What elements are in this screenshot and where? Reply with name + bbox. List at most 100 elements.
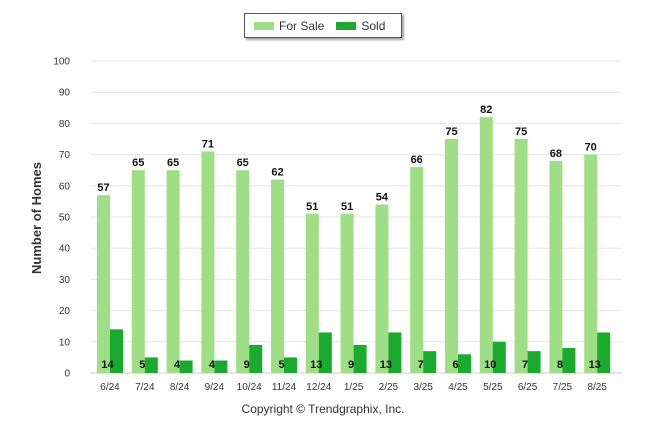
- sold-value-label: 13: [310, 359, 322, 371]
- y-tick-label: 100: [53, 57, 70, 68]
- sold-value-label: 13: [589, 359, 601, 371]
- sold-value-label: 5: [139, 359, 145, 371]
- x-tick-label: 1/25: [344, 382, 364, 393]
- x-tick-label: 10/24: [237, 382, 262, 393]
- bars: [97, 117, 611, 373]
- x-tick-label: 5/25: [483, 382, 503, 393]
- for-sale-bar: [131, 170, 145, 373]
- sold-value-label: 4: [174, 359, 181, 371]
- for-sale-bar: [166, 170, 180, 373]
- sold-bar: [284, 357, 297, 373]
- for-sale-value-label: 62: [271, 167, 283, 179]
- sold-bar: [423, 351, 437, 373]
- x-tick-label: 6/24: [100, 382, 120, 393]
- sold-bar: [458, 354, 471, 373]
- data-labels: 57 14 65 5 65 4 71 4 65 9 62 5 51 13 51 9 54 13 66 7 75 6 82 10…: [97, 104, 600, 371]
- x-tick-label: 6/25: [518, 382, 538, 393]
- sold-bar: [179, 360, 193, 373]
- sold-bar: [144, 357, 158, 373]
- x-tick-label: 7/24: [135, 382, 155, 393]
- for-sale-bar: [201, 151, 215, 373]
- sold-bar: [318, 332, 332, 373]
- for-sale-bar: [514, 139, 528, 373]
- y-tick-label: 0: [64, 369, 70, 380]
- x-tick-label: 8/25: [587, 382, 607, 393]
- sold-bar: [388, 332, 402, 373]
- for-sale-bar: [375, 204, 389, 373]
- for-sale-bar: [479, 117, 493, 373]
- sold-value-label: 14: [101, 359, 114, 371]
- y-tick-label: 50: [59, 213, 71, 224]
- for-sale-bar: [410, 167, 424, 373]
- sold-value-label: 9: [348, 359, 354, 371]
- sold-value-label: 13: [380, 359, 392, 371]
- for-sale-value-label: 51: [341, 201, 353, 213]
- x-tick-label: 2/25: [379, 382, 399, 393]
- sold-value-label: 7: [522, 359, 528, 371]
- for-sale-value-label: 68: [550, 148, 562, 160]
- sold-value-label: 10: [484, 359, 496, 371]
- legend-label-sold: Sold: [361, 18, 386, 33]
- for-sale-bar: [445, 139, 458, 373]
- y-axis-title: Number of Homes: [29, 162, 44, 274]
- x-tick-label: 3/25: [413, 382, 433, 393]
- x-tick-label: 12/24: [306, 382, 331, 393]
- for-sale-value-label: 65: [132, 157, 144, 169]
- y-tick-label: 60: [59, 181, 71, 192]
- for-sale-value-label: 54: [376, 192, 389, 204]
- sold-bar: [249, 344, 263, 373]
- legend-swatch-for-sale: [254, 21, 274, 30]
- for-sale-value-label: 75: [445, 126, 457, 138]
- y-tick-label: 10: [59, 337, 71, 348]
- sold-value-label: 8: [557, 359, 563, 371]
- y-tick-label: 90: [59, 88, 71, 99]
- y-tick-label: 70: [59, 150, 71, 161]
- chart-legend: For Sale Sold: [244, 13, 402, 38]
- for-sale-value-label: 57: [97, 182, 109, 194]
- for-sale-bar: [271, 179, 284, 373]
- sold-value-label: 5: [278, 359, 284, 371]
- x-tick-label: 4/25: [448, 382, 468, 393]
- for-sale-bar: [236, 170, 250, 373]
- for-sale-value-label: 71: [202, 138, 214, 150]
- y-tick-label: 20: [59, 306, 71, 317]
- sold-value-label: 6: [452, 359, 458, 371]
- for-sale-bar: [549, 160, 563, 373]
- sold-bar: [110, 329, 123, 373]
- for-sale-bar: [97, 195, 110, 373]
- x-axis-ticks: 6/24 7/24 8/24 9/24 10/24 11/24 12/24 1/25 2/25 3…: [100, 382, 607, 393]
- x-tick-label: 7/25: [553, 382, 573, 393]
- for-sale-value-label: 65: [167, 157, 179, 169]
- sold-value-label: 4: [209, 359, 216, 371]
- for-sale-bar: [340, 213, 354, 373]
- y-tick-label: 30: [59, 275, 71, 286]
- y-axis-ticks: 0 10 20 30 40 50 60 70 80 90 100: [53, 57, 70, 380]
- y-tick-label: 40: [59, 244, 71, 255]
- for-sale-value-label: 65: [237, 157, 249, 169]
- sold-value-label: 9: [244, 359, 250, 371]
- for-sale-value-label: 66: [411, 154, 423, 166]
- legend-swatch-sold: [336, 21, 357, 30]
- sold-bar: [562, 348, 576, 373]
- x-tick-label: 8/24: [170, 382, 190, 393]
- x-tick-label: 11/24: [272, 382, 297, 393]
- sold-bar: [353, 344, 367, 373]
- for-sale-value-label: 51: [306, 201, 318, 213]
- for-sale-value-label: 82: [480, 104, 492, 116]
- for-sale-bar: [305, 213, 319, 373]
- for-sale-value-label: 75: [515, 126, 527, 138]
- for-sale-value-label: 70: [585, 142, 597, 154]
- legend-label-for-sale: For Sale: [279, 18, 325, 33]
- legend-item-for-sale[interactable]: For Sale: [254, 19, 324, 33]
- x-tick-label: 9/24: [205, 382, 225, 393]
- copyright-credit: Copyright © Trendgraphix, Inc.: [241, 402, 405, 416]
- legend-item-sold[interactable]: Sold: [336, 19, 385, 33]
- sold-bar: [214, 360, 228, 373]
- sold-value-label: 7: [418, 359, 424, 371]
- for-sale-bar: [584, 154, 598, 373]
- y-tick-label: 80: [59, 119, 71, 130]
- sold-bar: [492, 341, 506, 373]
- sold-bar: [597, 332, 611, 373]
- sold-bar: [527, 351, 541, 373]
